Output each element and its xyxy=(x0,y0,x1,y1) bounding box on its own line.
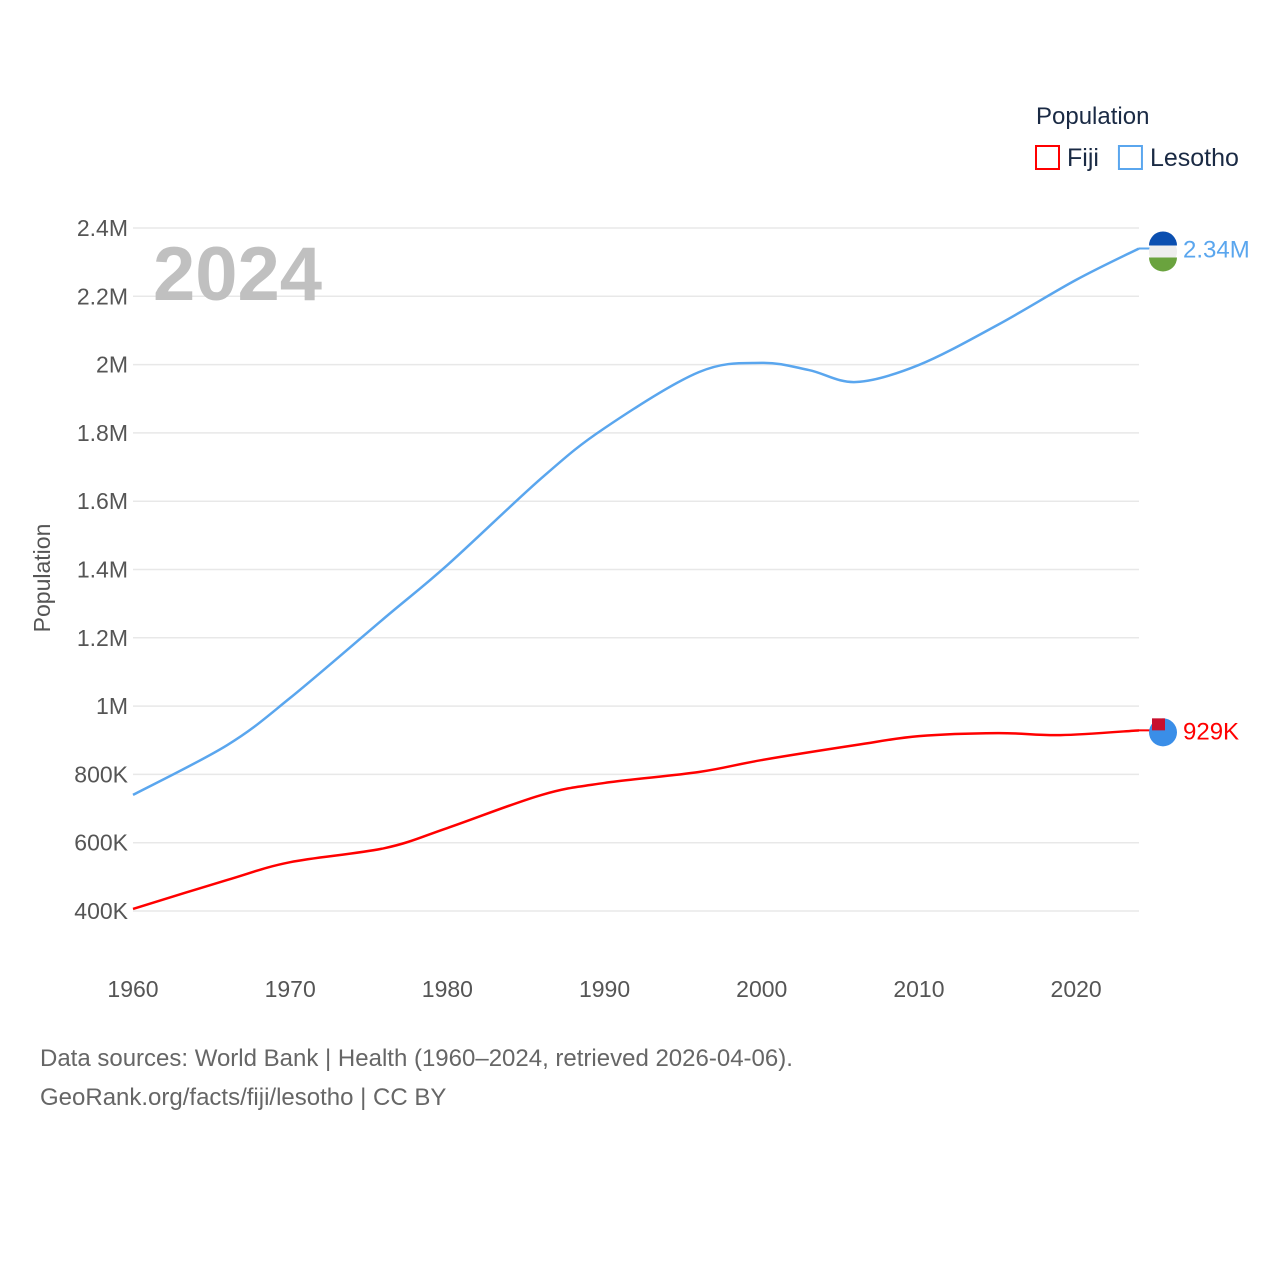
legend-title: Population xyxy=(1036,103,1149,130)
y-tick-label: 1.6M xyxy=(77,488,128,514)
y-tick-label: 1.8M xyxy=(77,420,128,446)
y-tick-label: 600K xyxy=(74,830,128,856)
year-label: 2024 xyxy=(153,232,322,317)
x-tick-label: 1990 xyxy=(579,976,630,1002)
flag-band xyxy=(1149,257,1178,272)
y-tick-label: 400K xyxy=(74,898,128,924)
y-tick-label: 1.2M xyxy=(77,625,128,651)
legend-item-fiji: Fiji xyxy=(1067,144,1099,172)
x-tick-label: 1970 xyxy=(265,976,316,1002)
y-tick-label: 2.2M xyxy=(77,283,128,309)
legend-swatch xyxy=(1117,145,1143,170)
legend-swatch xyxy=(1035,145,1060,170)
y-axis-label: Population xyxy=(29,524,55,633)
end-value-label: 929K xyxy=(1183,718,1239,745)
end-value-label: 2.34M xyxy=(1183,236,1250,263)
y-tick-label: 800K xyxy=(74,761,128,787)
x-tick-label: 1960 xyxy=(107,976,158,1002)
x-tick-label: 2010 xyxy=(893,976,944,1002)
y-tick-label: 2.4M xyxy=(77,215,128,241)
source-link[interactable]: GeoRank.org/facts/fiji/lesotho | CC BY xyxy=(40,1084,447,1111)
x-tick-label: 1980 xyxy=(422,976,473,1002)
data-source-note: Data sources: World Bank | Health (1960–… xyxy=(40,1045,793,1072)
x-tick-label: 2020 xyxy=(1051,976,1102,1002)
legend-item-lesotho: Lesotho xyxy=(1150,144,1239,172)
y-tick-label: 2M xyxy=(96,352,128,378)
series-line-fiji xyxy=(132,729,1140,911)
flag-band xyxy=(1149,231,1178,246)
x-tick-label: 2000 xyxy=(736,976,787,1002)
y-tick-label: 1M xyxy=(96,693,128,719)
y-tick-label: 1.4M xyxy=(77,557,128,583)
flag-canton xyxy=(1152,718,1165,731)
series-line-lesotho xyxy=(132,247,1140,796)
